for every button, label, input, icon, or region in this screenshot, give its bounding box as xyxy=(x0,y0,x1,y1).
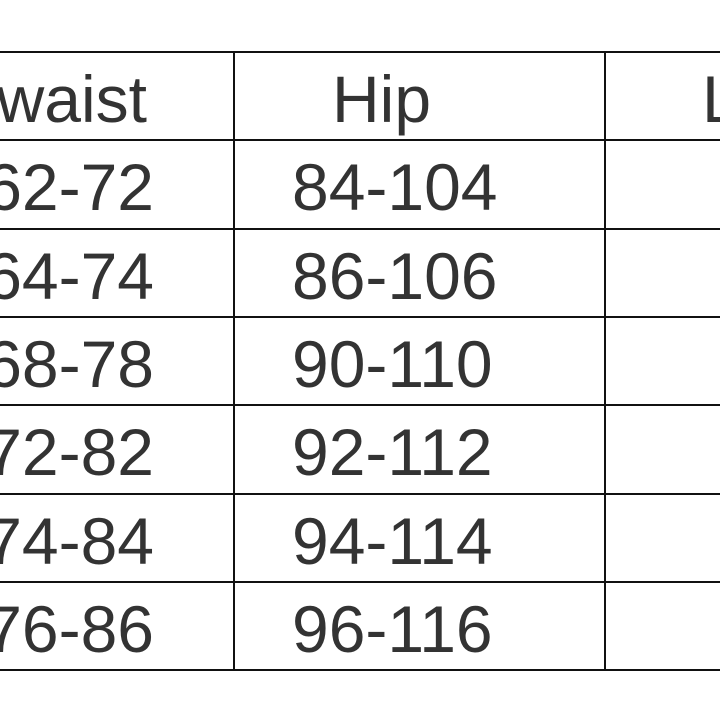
table-column-border xyxy=(604,52,606,671)
cell-waist: 64-74 xyxy=(0,238,154,313)
table-row-border xyxy=(0,580,720,583)
table-row-border xyxy=(0,315,720,318)
table-row-border xyxy=(0,669,720,672)
header-hip: Hip xyxy=(332,62,432,136)
table-row-border xyxy=(0,404,720,407)
cell-waist: 72-82 xyxy=(0,415,154,490)
table-row-border xyxy=(0,51,720,53)
cell-waist: 68-78 xyxy=(0,326,154,401)
table-column-border xyxy=(233,52,235,671)
table-row-border xyxy=(0,492,720,495)
cell-waist: 62-72 xyxy=(0,150,154,225)
header-l: L xyxy=(702,66,720,132)
cell-waist: 74-84 xyxy=(0,503,154,578)
cell-hip: 92-112 xyxy=(292,415,493,490)
cell-hip: 90-110 xyxy=(292,326,493,401)
cell-hip: 96-116 xyxy=(292,591,493,666)
cell-hip: 84-104 xyxy=(292,150,498,225)
table-row-border xyxy=(0,227,720,230)
cell-hip: 86-106 xyxy=(292,238,498,313)
table-row-border xyxy=(0,139,720,142)
cell-hip: 94-114 xyxy=(292,503,493,578)
cell-waist: 76-86 xyxy=(0,591,154,666)
header-waist: waist xyxy=(0,62,147,136)
